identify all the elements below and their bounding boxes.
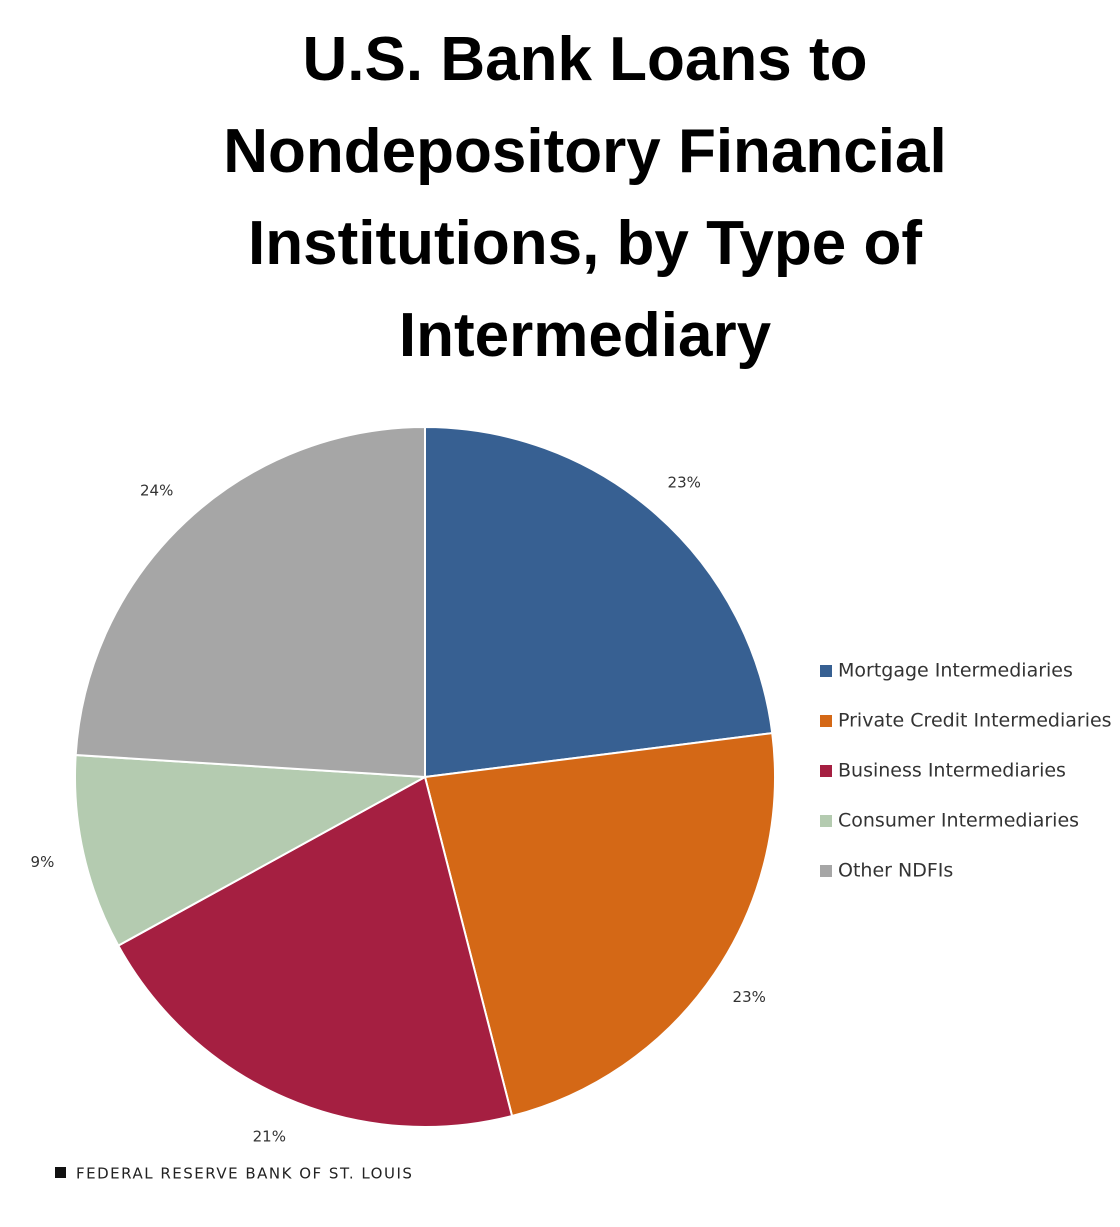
data-label: 23% bbox=[733, 988, 766, 1006]
pie-slice bbox=[423, 732, 776, 1118]
pie-slice bbox=[424, 425, 774, 779]
data-label: 24% bbox=[140, 482, 173, 500]
legend-swatch bbox=[820, 865, 832, 877]
legend-label: Consumer Intermediaries bbox=[838, 810, 1079, 832]
pie-slice bbox=[116, 775, 514, 1128]
data-label: 23% bbox=[668, 473, 701, 491]
pie-slice bbox=[74, 753, 429, 947]
source-marker bbox=[55, 1167, 66, 1178]
legend-label: Other NDFIs bbox=[838, 860, 953, 882]
legend-swatch bbox=[820, 765, 832, 777]
chart-title: U.S. Bank Loans to Nondepository Financi… bbox=[223, 25, 947, 370]
legend-label: Business Intermediaries bbox=[838, 760, 1066, 782]
pie-slice bbox=[74, 425, 426, 779]
legend-label: Private Credit Intermediaries bbox=[838, 710, 1112, 732]
data-label: 21% bbox=[253, 1127, 286, 1145]
legend-label: Mortgage Intermediaries bbox=[838, 660, 1073, 682]
legend-swatch bbox=[820, 715, 832, 727]
data-label: 9% bbox=[31, 853, 55, 871]
legend-swatch bbox=[820, 665, 832, 677]
source: FEDERAL RESERVE BANK OF ST. LOUIS bbox=[76, 1165, 413, 1183]
legend-swatch bbox=[820, 815, 832, 827]
